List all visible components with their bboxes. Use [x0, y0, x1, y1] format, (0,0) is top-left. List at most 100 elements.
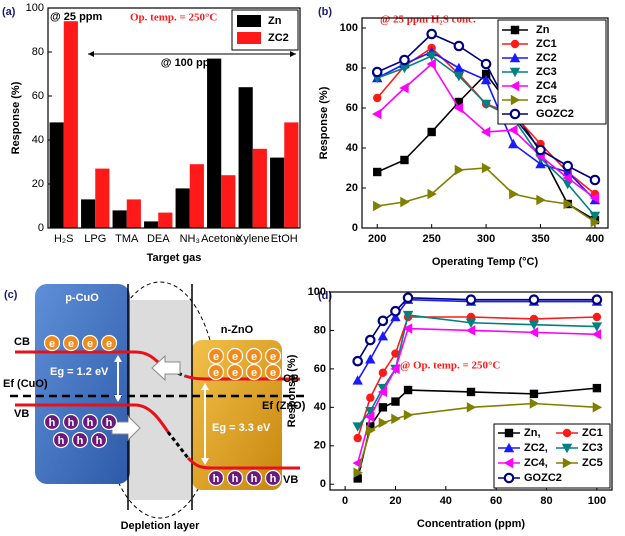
y-tick-label: 40 — [314, 401, 326, 413]
vb-band — [186, 456, 300, 470]
marker — [561, 443, 573, 454]
marker — [592, 312, 602, 322]
marker — [402, 310, 414, 321]
marker — [508, 138, 519, 149]
band-diagram: (c) p-CuO n-ZnO CB VB CB VB Ef (CuO) Ef … — [3, 281, 308, 532]
marker — [365, 406, 376, 417]
marker — [535, 144, 546, 156]
bar — [270, 157, 285, 228]
legend-label: ZC1 — [582, 427, 603, 439]
carrier-label: e — [68, 338, 74, 350]
y-tick-label: 80 — [32, 46, 44, 58]
depletion-region — [128, 300, 192, 500]
marker — [480, 74, 492, 85]
series-line — [356, 327, 597, 464]
electron — [245, 363, 263, 381]
marker — [509, 52, 521, 63]
carrier-label: h — [106, 417, 113, 429]
plot-frame — [361, 17, 609, 229]
depletion-label: Depletion layer — [121, 520, 201, 532]
x-tick-label: 250 — [422, 233, 440, 245]
bar — [158, 212, 173, 228]
marker — [377, 386, 388, 398]
marker — [352, 355, 363, 367]
x-tick-label: 300 — [477, 233, 495, 245]
plot-frame — [47, 7, 301, 229]
chart-panel: (b) 0 20 40 60 80 100 Response (%) Operating Tem… — [318, 6, 609, 268]
band-label: CB — [14, 336, 30, 348]
x-tick-label: 20 — [389, 495, 401, 507]
carrier-label: h — [87, 417, 94, 429]
marker — [590, 216, 601, 228]
legend-label: Zn — [268, 15, 282, 27]
legend-label: GOZC2 — [524, 472, 562, 484]
legend-swatch — [237, 15, 261, 27]
marker — [592, 402, 603, 413]
electron — [226, 347, 244, 365]
marker — [390, 363, 400, 375]
carrier-label: e — [251, 367, 257, 379]
marker — [390, 305, 401, 317]
y-tick-label: 20 — [314, 440, 326, 452]
bar — [63, 21, 78, 229]
y-tick-label: 0 — [320, 478, 326, 490]
marker — [399, 82, 409, 94]
carrier-label: e — [106, 338, 112, 350]
marker — [528, 327, 539, 338]
gap-label: Eg = 3.3 eV — [212, 422, 271, 434]
legend-label: ZC2 — [536, 52, 557, 64]
marker — [453, 62, 465, 73]
marker — [528, 320, 540, 330]
marker — [365, 411, 375, 423]
x-tick-label: LPG — [84, 233, 106, 245]
marker — [466, 402, 477, 413]
bar — [175, 188, 190, 228]
carrier-label: e — [251, 351, 257, 363]
x-tick-label: EtOH — [271, 233, 298, 245]
marker — [503, 442, 515, 453]
hole — [62, 413, 80, 431]
marker — [427, 188, 437, 200]
marker — [378, 403, 388, 412]
marker — [563, 198, 573, 210]
carrier-label: e — [213, 351, 219, 363]
legend-label: ZC2, — [524, 442, 548, 454]
bar — [81, 199, 96, 228]
annotation: @ 100 ppm — [161, 57, 220, 69]
marker — [562, 172, 572, 184]
marker — [371, 66, 383, 78]
y-tick-label: 60 — [314, 363, 326, 375]
marker — [403, 385, 413, 395]
x-tick-label: 0 — [342, 495, 348, 507]
marker — [427, 127, 436, 137]
marker — [366, 393, 375, 402]
marker — [465, 294, 477, 305]
marker — [426, 51, 437, 62]
marker — [426, 58, 436, 70]
legend-label: Zn, — [524, 427, 541, 439]
x-tick-label: 80 — [540, 495, 552, 507]
electron — [207, 347, 225, 365]
bar — [238, 87, 253, 228]
carrier-label: e — [232, 367, 238, 379]
carrier-label: h — [68, 417, 75, 429]
hole — [43, 413, 61, 431]
cb-band — [184, 374, 300, 381]
marker — [365, 354, 376, 364]
carrier-label: e — [270, 367, 276, 379]
y-tick-label: 80 — [346, 62, 358, 74]
y-tick-label: 40 — [32, 134, 44, 146]
legend-label: ZC4 — [536, 80, 558, 92]
electron — [100, 334, 118, 352]
bar — [112, 210, 127, 228]
legend-swatch — [237, 32, 261, 44]
y-tick-label: 20 — [32, 178, 44, 190]
marker — [510, 94, 521, 106]
carrier-label: e — [270, 351, 276, 363]
band-label: VB — [283, 474, 298, 486]
x-tick-label: 40 — [440, 495, 452, 507]
carrier-label: h — [77, 435, 84, 447]
legend-label: ZC5 — [582, 457, 603, 469]
marker — [480, 58, 492, 70]
